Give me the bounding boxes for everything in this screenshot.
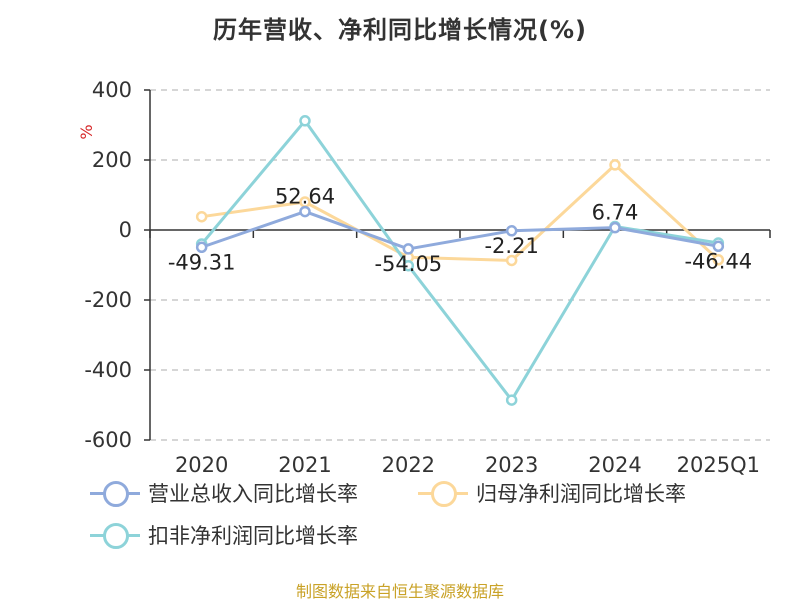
data-label: 52.64 — [275, 185, 335, 209]
y-tick-label: 200 — [92, 148, 132, 172]
data-label: 6.74 — [592, 201, 639, 225]
data-point — [505, 394, 518, 406]
source-note: 制图数据来自恒生聚源数据库 — [295, 582, 504, 601]
data-point — [299, 115, 311, 127]
chart-title: 历年营收、净利同比增长情况(%) — [213, 16, 587, 44]
series-line — [200, 119, 719, 402]
data-point — [505, 254, 518, 267]
data-point — [712, 254, 725, 266]
legend-marker-deducted-net-profit — [90, 520, 140, 550]
data-label: -49.31 — [168, 250, 236, 274]
x-tick-label: 2024 — [588, 453, 641, 477]
data-label: -54.05 — [374, 252, 442, 276]
data-point — [195, 241, 208, 254]
data-point — [712, 240, 725, 253]
data-point — [402, 259, 415, 272]
y-tick-label: -200 — [84, 288, 132, 312]
series-line — [201, 210, 719, 251]
data-point — [505, 225, 518, 237]
legend-item-deducted-net-profit[interactable]: 扣非净利润同比增长率 — [90, 520, 358, 550]
legend-label: 归母净利润同比增长率 — [476, 482, 686, 506]
y-tick-label: 400 — [92, 78, 132, 102]
y-tick-label: -600 — [84, 428, 132, 452]
y-tick-label: 0 — [119, 218, 132, 242]
series-line — [201, 163, 720, 262]
legend-marker-revenue — [90, 478, 140, 508]
legend-label: 营业总收入同比增长率 — [148, 482, 358, 506]
data-point — [299, 205, 311, 218]
data-point — [195, 210, 208, 223]
x-tick-label: 2020 — [175, 453, 228, 477]
x-tick-label: 2022 — [382, 453, 435, 477]
legend-item-net-profit[interactable]: 归母净利润同比增长率 — [418, 478, 686, 508]
x-tick-label: 2023 — [485, 453, 538, 477]
x-tick-label: 2021 — [278, 453, 331, 477]
data-point — [609, 221, 621, 234]
legend-item-revenue[interactable]: 营业总收入同比增长率 — [90, 478, 358, 508]
legend-label: 扣非净利润同比增长率 — [148, 524, 358, 548]
y-axis-label: % — [77, 124, 96, 139]
data-label: -2.21 — [484, 234, 538, 258]
data-point — [402, 243, 415, 255]
x-tick-label: 2025Q1 — [677, 453, 760, 477]
legend-marker-net-profit — [418, 478, 468, 508]
y-tick-label: -400 — [84, 358, 132, 382]
data-point — [609, 159, 621, 171]
data-label: -46.44 — [684, 249, 752, 273]
